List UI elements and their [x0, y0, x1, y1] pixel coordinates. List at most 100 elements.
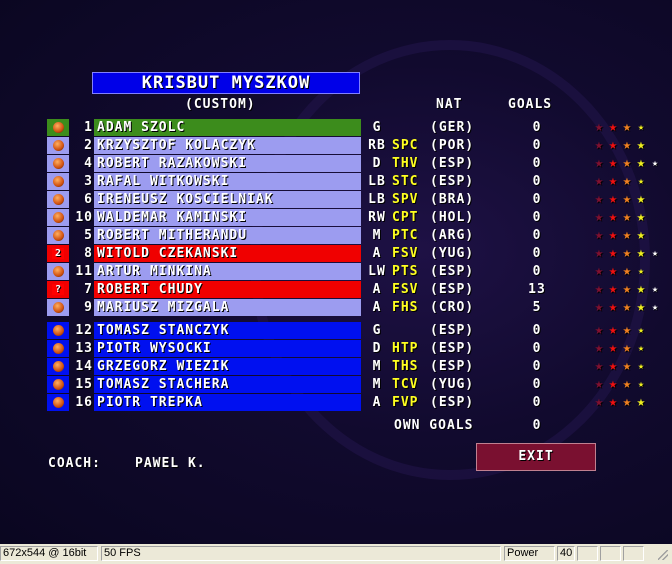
- player-icon-box[interactable]: [47, 322, 69, 339]
- player-icon-box[interactable]: [47, 191, 69, 208]
- star-icon: ★: [608, 394, 618, 410]
- star-icon: ★: [636, 281, 646, 297]
- player-skills: STC: [392, 174, 419, 189]
- star-icon: ★: [594, 263, 604, 279]
- player-nationality: (ESP): [430, 341, 475, 356]
- player-row[interactable]: 13 PIOTR WYSOCKI D HTP (ESP) 0 ★ ★ ★ ★: [47, 340, 667, 357]
- star-icon: ★: [608, 191, 618, 207]
- status-panel: [600, 546, 621, 561]
- player-row[interactable]: 1 ADAM SZOLC G (GER) 0 ★ ★ ★ ★: [47, 119, 667, 136]
- player-skills: FVP: [392, 395, 419, 410]
- player-row[interactable]: 10 WALDEMAR KAMINSKI RW CPT (HOL) 0 ★ ★ ★ ★: [47, 209, 667, 226]
- player-icon-box[interactable]: ?: [47, 281, 69, 298]
- player-icon-box[interactable]: [47, 119, 69, 136]
- player-name[interactable]: WITOLD CZEKANSKI: [94, 245, 361, 262]
- player-row[interactable]: ? 7 ROBERT CHUDY A FSV (ESP) 13 ★ ★ ★ ★ ★: [47, 281, 667, 298]
- player-nationality: (POR): [430, 138, 475, 153]
- player-icon-box[interactable]: [47, 209, 69, 226]
- player-position: D: [372, 156, 382, 171]
- player-name[interactable]: WALDEMAR KAMINSKI: [94, 209, 361, 226]
- player-rating: ★ ★ ★ ★: [592, 209, 648, 226]
- player-row[interactable]: 5 ROBERT MITHERANDU M PTC (ARG) 0 ★ ★ ★ ★: [47, 227, 667, 244]
- player-name[interactable]: ROBERT MITHERANDU: [94, 227, 361, 244]
- star-icon: ★: [622, 119, 632, 135]
- player-nationality: (BRA): [430, 192, 475, 207]
- player-position: LW: [368, 264, 386, 279]
- half-star-icon: ★: [637, 176, 645, 187]
- half-star-icon: ★: [651, 248, 659, 259]
- star-icon: ★: [636, 137, 646, 153]
- player-name[interactable]: KRZYSZTOF KOLACZYK: [94, 137, 361, 154]
- star-icon: ★: [636, 245, 646, 261]
- player-row[interactable]: 4 ROBERT RAZAKOWSKI D THV (ESP) 0 ★ ★ ★ ★ ★: [47, 155, 667, 172]
- player-goals: 0: [532, 120, 542, 135]
- player-icon-box[interactable]: [47, 299, 69, 316]
- half-star-icon: ★: [637, 122, 645, 133]
- star-icon: ★: [622, 209, 632, 225]
- player-position: A: [372, 395, 382, 410]
- game-screen: KRISBUT MYSZKOW (CUSTOM) NAT GOALS 1 ADAM…: [0, 0, 672, 544]
- star-icon: ★: [594, 340, 604, 356]
- player-name[interactable]: MARIUSZ MIZGALA: [94, 299, 361, 316]
- star-icon: ★: [622, 322, 632, 338]
- power-value: 40: [557, 546, 575, 561]
- status-panel: [623, 546, 644, 561]
- player-row[interactable]: 6 IRENEUSZ KOSCIELNIAK LB SPV (BRA) 0 ★ ★ ★ ★: [47, 191, 667, 208]
- player-row[interactable]: 2 8 WITOLD CZEKANSKI A FSV (YUG) 0 ★ ★ ★ ★ ★: [47, 245, 667, 262]
- player-name[interactable]: ARTUR MINKINA: [94, 263, 361, 280]
- star-icon: ★: [594, 299, 604, 315]
- player-icon-box[interactable]: [47, 227, 69, 244]
- player-row[interactable]: 16 PIOTR TREPKA A FVP (ESP) 0 ★ ★ ★ ★: [47, 394, 667, 411]
- player-name[interactable]: ROBERT RAZAKOWSKI: [94, 155, 361, 172]
- player-icon-box[interactable]: [47, 263, 69, 280]
- player-name[interactable]: PIOTR TREPKA: [94, 394, 361, 411]
- player-name[interactable]: TOMASZ STACHERA: [94, 376, 361, 393]
- player-row[interactable]: 9 MARIUSZ MIZGALA A FHS (CRO) 5 ★ ★ ★ ★ ★: [47, 299, 667, 316]
- player-goals: 0: [532, 192, 542, 207]
- player-name[interactable]: TOMASZ STANCZYK: [94, 322, 361, 339]
- player-name[interactable]: ADAM SZOLC: [94, 119, 361, 136]
- player-icon-box[interactable]: [47, 394, 69, 411]
- player-rating: ★ ★ ★ ★: [592, 227, 648, 244]
- half-star-icon: ★: [651, 158, 659, 169]
- player-number: 2: [84, 138, 93, 153]
- player-nationality: (CRO): [430, 300, 475, 315]
- player-nationality: (ESP): [430, 174, 475, 189]
- own-goals-label: OWN GOALS: [394, 418, 474, 433]
- player-name[interactable]: PIOTR WYSOCKI: [94, 340, 361, 357]
- player-goals: 0: [532, 228, 542, 243]
- player-row[interactable]: 15 TOMASZ STACHERA M TCV (YUG) 0 ★ ★ ★ ★: [47, 376, 667, 393]
- player-name[interactable]: IRENEUSZ KOSCIELNIAK: [94, 191, 361, 208]
- player-icon-box[interactable]: [47, 358, 69, 375]
- player-name[interactable]: GRZEGORZ WIEZIK: [94, 358, 361, 375]
- player-row[interactable]: 2 KRZYSZTOF KOLACZYK RB SPC (POR) 0 ★ ★ ★ ★: [47, 137, 667, 154]
- coach-label: COACH:: [48, 456, 101, 471]
- player-icon-box[interactable]: [47, 173, 69, 190]
- exit-button[interactable]: EXIT: [476, 443, 596, 471]
- player-icon-box[interactable]: [47, 376, 69, 393]
- player-position: G: [372, 323, 382, 338]
- player-icon-box[interactable]: 2: [47, 245, 69, 262]
- player-number: 16: [75, 395, 93, 410]
- player-row[interactable]: 12 TOMASZ STANCZYK G (ESP) 0 ★ ★ ★ ★: [47, 322, 667, 339]
- player-skills: THS: [392, 359, 419, 374]
- player-icon-box[interactable]: [47, 155, 69, 172]
- ball-icon: [52, 122, 64, 133]
- star-icon: ★: [594, 209, 604, 225]
- player-position: M: [372, 359, 382, 374]
- star-icon: ★: [622, 245, 632, 261]
- player-row[interactable]: 11 ARTUR MINKINA LW PTS (ESP) 0 ★ ★ ★ ★: [47, 263, 667, 280]
- ball-icon: [52, 176, 64, 187]
- player-name[interactable]: RAFAL WITKOWSKI: [94, 173, 361, 190]
- player-icon-box[interactable]: [47, 137, 69, 154]
- player-nationality: (ESP): [430, 156, 475, 171]
- player-row[interactable]: 3 RAFAL WITKOWSKI LB STC (ESP) 0 ★ ★ ★ ★: [47, 173, 667, 190]
- resize-grip-icon[interactable]: [658, 550, 668, 560]
- star-icon: ★: [608, 340, 618, 356]
- player-nationality: (YUG): [430, 377, 475, 392]
- star-icon: ★: [608, 263, 618, 279]
- player-name[interactable]: ROBERT CHUDY: [94, 281, 361, 298]
- player-row[interactable]: 14 GRZEGORZ WIEZIK M THS (ESP) 0 ★ ★ ★ ★: [47, 358, 667, 375]
- star-icon: ★: [622, 376, 632, 392]
- player-icon-box[interactable]: [47, 340, 69, 357]
